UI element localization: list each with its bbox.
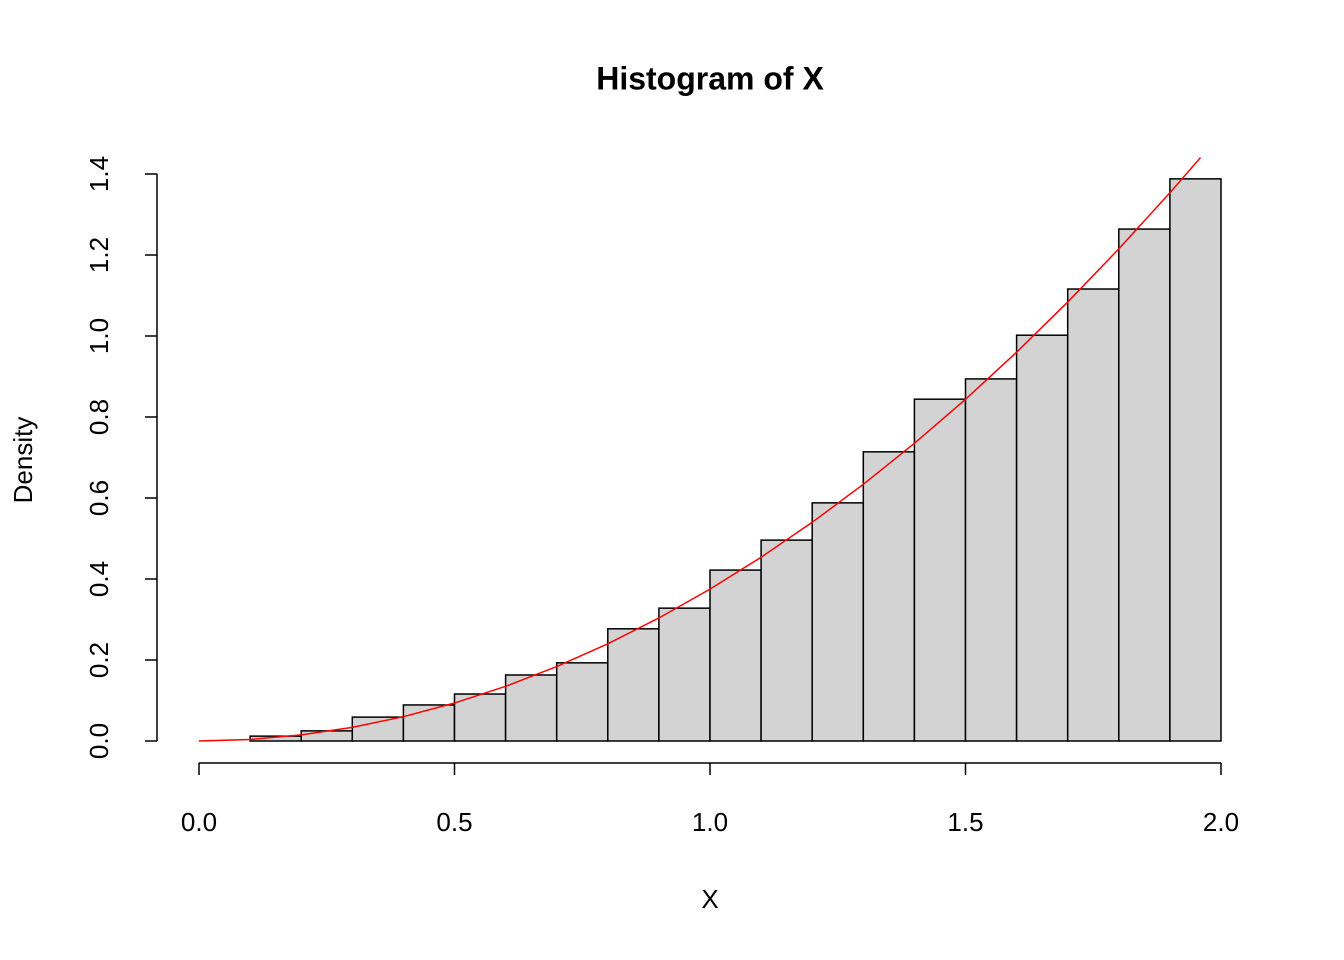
bar <box>709 569 762 742</box>
y-axis-label: Density <box>8 417 38 504</box>
bar <box>862 451 916 742</box>
bar <box>1066 288 1120 742</box>
x-tick-label: 2.0 <box>1203 807 1239 837</box>
bar <box>555 662 609 742</box>
x-axis-label: X <box>701 884 718 914</box>
bar <box>964 378 1018 742</box>
bar <box>760 539 813 742</box>
y-tick-label: 1.2 <box>84 237 114 273</box>
bar <box>1015 334 1069 742</box>
x-tick-label: 1.5 <box>947 807 983 837</box>
density-curve <box>198 157 1202 742</box>
x-tick-label: 1.0 <box>692 807 728 837</box>
bar <box>1118 228 1171 742</box>
bar <box>1169 178 1222 742</box>
y-tick-label: 1.4 <box>84 156 114 192</box>
y-tick-label: 0.6 <box>84 480 114 516</box>
y-tick-label: 0.8 <box>84 399 114 435</box>
bar <box>811 502 865 742</box>
x-tick-label: 0.0 <box>181 807 217 837</box>
y-tick-label: 0.4 <box>84 561 114 597</box>
x-tick-label: 0.5 <box>436 807 472 837</box>
bar <box>504 674 558 742</box>
bar <box>658 607 711 742</box>
bar <box>913 398 967 742</box>
bar <box>300 730 354 742</box>
chart-title: Histogram of X <box>596 60 824 96</box>
y-tick-label: 1.0 <box>84 318 114 354</box>
bar <box>607 628 660 742</box>
y-tick-label: 0.2 <box>84 642 114 678</box>
y-tick-label: 0.0 <box>84 723 114 759</box>
bar <box>351 716 405 742</box>
